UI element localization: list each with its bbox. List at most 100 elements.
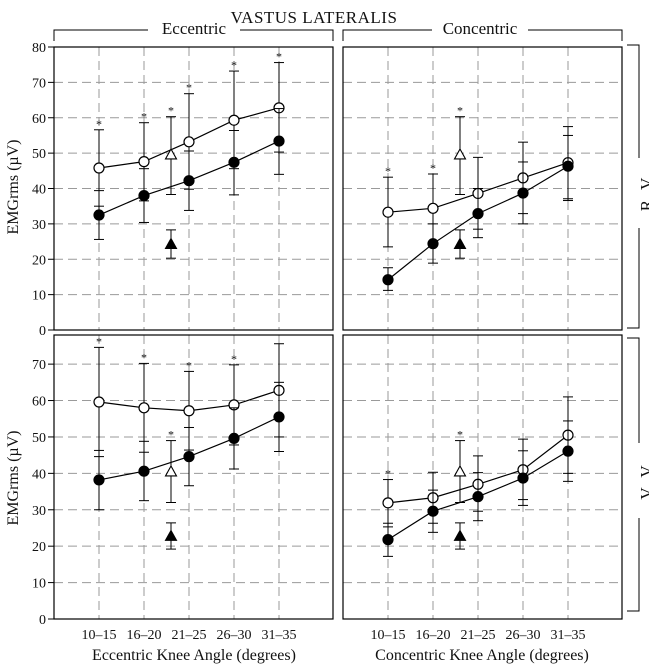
y-tick-label: 70 <box>32 76 46 91</box>
eccentric-header: Eccentric <box>162 19 227 38</box>
data-point <box>382 206 394 218</box>
data-point <box>138 156 150 168</box>
data-point <box>183 136 195 148</box>
data-point <box>517 187 529 199</box>
significance-star: * <box>96 117 102 131</box>
y-tick-label: 20 <box>32 540 46 555</box>
panel-frame <box>342 334 623 620</box>
data-point-triangle <box>453 147 467 160</box>
rv-row-label: R V <box>637 175 649 212</box>
x-tick-label: 31–35 <box>551 628 586 643</box>
panel-rv-eccentric: * * * * * * <box>53 46 334 331</box>
data-point <box>427 202 439 214</box>
x-ticks-concentric: 10–15 16–20 21–25 26–30 31–35 <box>371 628 586 643</box>
x-tick-label: 26–30 <box>506 628 541 643</box>
data-point <box>273 135 285 147</box>
data-point <box>427 505 439 517</box>
data-point-triangle <box>453 464 467 477</box>
panel-frame <box>342 46 623 331</box>
y-ticks-bottom: 0 10 20 30 40 50 60 70 <box>32 358 54 628</box>
significance-star: * <box>430 161 436 175</box>
data-point-triangle <box>453 237 467 249</box>
significance-star: * <box>186 358 192 372</box>
y-tick-label: 0 <box>39 324 46 339</box>
y-tick-label: 30 <box>32 218 46 233</box>
figure-title: VASTUS LATERALIS <box>231 8 398 27</box>
y-tick-label: 80 <box>32 41 46 56</box>
x-ticks-eccentric: 10–15 16–20 21–25 26–30 31–35 <box>82 628 297 643</box>
vv-row-label: V V <box>637 462 649 499</box>
series-filled-circle <box>382 420 574 557</box>
data-point <box>517 472 529 484</box>
y-axis-label-top: EMGrms (µV) <box>5 140 22 235</box>
header: VASTUS LATERALIS Eccentric Concentric <box>53 8 623 41</box>
y-tick-label: 50 <box>32 431 46 446</box>
y-axis-label-bottom: EMGrms (µV) <box>5 431 22 526</box>
y-tick-label: 0 <box>39 613 46 628</box>
significance-star: * <box>168 428 174 442</box>
significance-star: * <box>385 467 391 481</box>
significance-star: * <box>186 81 192 95</box>
data-point-triangle <box>164 237 178 249</box>
data-point <box>183 451 195 463</box>
significance-star: * <box>276 50 282 64</box>
significance-star: * <box>457 104 463 118</box>
y-tick-label: 10 <box>32 289 46 304</box>
grid <box>343 335 622 619</box>
data-point-triangle <box>164 529 178 541</box>
panel-frame <box>53 46 334 331</box>
x-tick-label: 21–25 <box>461 628 496 643</box>
data-point <box>138 465 150 477</box>
x-axis-label-eccentric: Eccentric Knee Angle (degrees) <box>92 647 296 664</box>
concentric-bracket <box>342 29 623 41</box>
x-tick-label: 31–35 <box>262 628 297 643</box>
y-tick-label: 60 <box>32 395 46 410</box>
data-point-triangle <box>164 147 178 160</box>
data-point <box>273 411 285 423</box>
concentric-header: Concentric <box>443 19 518 38</box>
significance-star: * <box>231 352 237 366</box>
data-point <box>472 208 484 220</box>
data-point <box>183 405 195 417</box>
data-point-triangle <box>453 529 467 541</box>
x-tick-label: 10–15 <box>371 628 406 643</box>
y-tick-label: 30 <box>32 504 46 519</box>
data-point-triangle <box>164 464 178 477</box>
panel-rv-concentric: * * * <box>342 46 623 331</box>
vv-bracket <box>627 337 640 612</box>
y-tick-label: 40 <box>32 183 46 198</box>
data-point <box>382 274 394 286</box>
data-point <box>427 238 439 250</box>
data-point <box>228 432 240 445</box>
eccentric-bracket <box>53 29 334 41</box>
rv-bracket <box>627 44 640 329</box>
data-point <box>472 491 484 503</box>
x-tick-label: 10–15 <box>82 628 117 643</box>
significance-star: * <box>231 58 237 72</box>
series-filled-circle <box>93 381 285 511</box>
significance-star: * <box>168 104 174 118</box>
data-point <box>562 160 574 172</box>
panel-vv-eccentric: * * * * * <box>53 334 334 620</box>
x-tick-label: 16–20 <box>127 628 162 643</box>
significance-star: * <box>96 334 102 348</box>
series-filled-circle <box>93 108 285 240</box>
data-point <box>382 534 394 546</box>
y-tick-label: 50 <box>32 147 46 162</box>
data-point <box>93 474 105 486</box>
x-tick-label: 16–20 <box>416 628 451 643</box>
data-point <box>93 396 105 408</box>
y-tick-label: 70 <box>32 358 46 373</box>
significance-star: * <box>141 350 147 364</box>
panel-frame <box>53 334 334 620</box>
x-tick-label: 26–30 <box>217 628 252 643</box>
data-point <box>138 402 150 414</box>
y-tick-label: 40 <box>32 467 46 482</box>
x-axis-label-concentric: Concentric Knee Angle (degrees) <box>375 647 589 664</box>
data-point <box>382 497 394 509</box>
data-point <box>183 175 195 187</box>
series-filled-circle <box>382 134 574 291</box>
x-tick-label: 21–25 <box>172 628 207 643</box>
significance-star: * <box>141 110 147 124</box>
